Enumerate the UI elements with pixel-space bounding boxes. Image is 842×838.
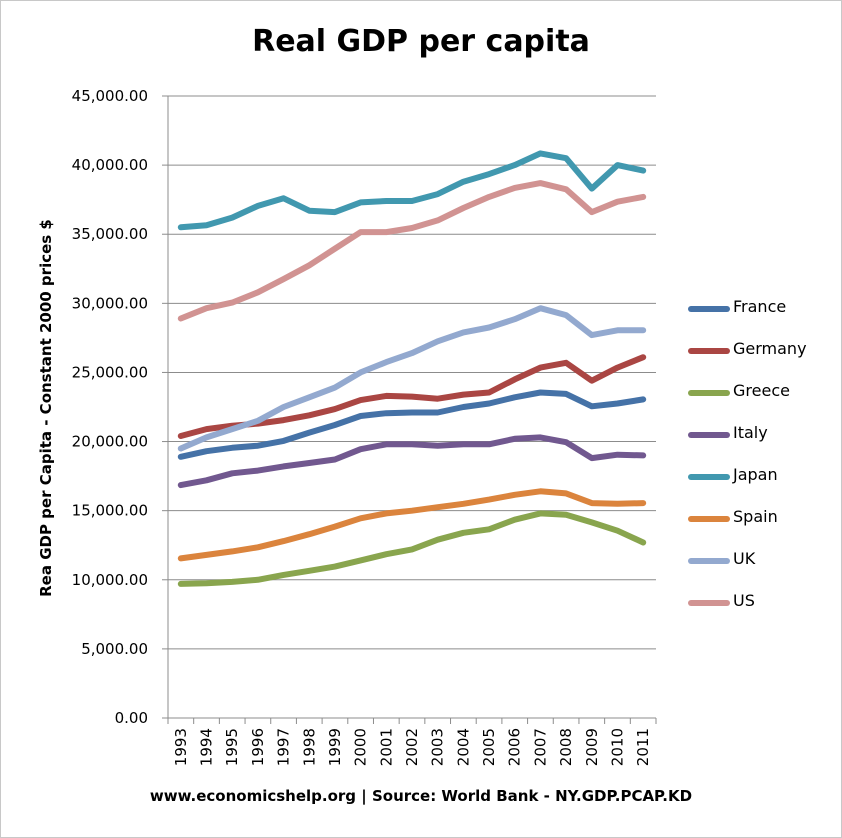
x-tick-label: 1998 <box>300 728 318 766</box>
x-tick-label: 1994 <box>198 728 216 766</box>
y-tick-label: 45,000.00 <box>72 87 148 105</box>
legend-swatch <box>688 432 730 438</box>
y-tick-label: 25,000.00 <box>72 363 148 381</box>
legend-label: Italy <box>733 423 768 442</box>
x-tick-label: 2003 <box>429 728 447 766</box>
y-tick-label: 0.00 <box>115 709 148 727</box>
legend-swatch <box>688 474 730 480</box>
x-tick-label: 1996 <box>249 728 267 766</box>
x-tick-label: 2000 <box>352 728 370 766</box>
y-tick-label: 10,000.00 <box>72 571 148 589</box>
series-line-spain <box>177 488 647 562</box>
series-line-uk <box>177 305 647 452</box>
legend-label: UK <box>733 549 756 568</box>
y-tick-label: 35,000.00 <box>72 225 148 243</box>
x-tick-label: 2005 <box>480 728 498 766</box>
series-line-japan <box>177 150 647 231</box>
y-tick-label: 20,000.00 <box>72 433 148 451</box>
axes <box>162 95 657 724</box>
source-note: www.economicshelp.org | Source: World Ba… <box>149 787 693 805</box>
x-tick-label: 2008 <box>557 728 575 766</box>
x-tick-label: 2007 <box>531 728 549 766</box>
y-tick-label: 15,000.00 <box>72 502 148 520</box>
y-tick-label: 40,000.00 <box>72 156 148 174</box>
x-tick-label: 1993 <box>172 728 190 766</box>
x-tick-label: 2006 <box>506 728 524 766</box>
legend-label: US <box>733 591 755 610</box>
x-tick-label: 2004 <box>454 728 472 766</box>
x-tick-label: 2002 <box>403 728 421 766</box>
series-line-italy <box>177 434 647 489</box>
y-tick-label: 30,000.00 <box>72 294 148 312</box>
legend-swatch <box>688 306 730 312</box>
legend-swatch <box>688 348 730 354</box>
chart-title: Real GDP per capita <box>252 24 590 59</box>
x-tick-label: 1997 <box>275 728 293 766</box>
legend-swatch <box>688 558 730 564</box>
series-line-greece <box>177 510 647 587</box>
x-tick-labels: 1993 1994 1995 1996 1997 1998 1999 2000 2001 2002… <box>172 728 652 766</box>
y-tick-label: 5,000.00 <box>81 640 148 658</box>
legend-label: Germany <box>733 339 807 358</box>
series-line-us <box>177 180 647 322</box>
y-tick-labels: 0.00 5,000.00 10,000.00 15,000.00 20,000.00 2… <box>72 87 148 727</box>
series-line-france <box>177 389 647 460</box>
legend-swatch <box>688 390 730 396</box>
legend-label: Japan <box>733 465 778 484</box>
series-lines <box>177 150 647 587</box>
x-tick-label: 2010 <box>608 728 626 766</box>
legend-label: France <box>733 297 787 316</box>
x-tick-label: 1995 <box>223 728 241 766</box>
x-tick-label: 2009 <box>583 728 601 766</box>
legend-label: Greece <box>733 381 790 400</box>
x-tick-label: 1999 <box>326 728 344 766</box>
legend-swatch <box>688 516 730 522</box>
legend-label: Spain <box>733 507 778 526</box>
legend-swatch <box>688 600 730 606</box>
x-tick-label: 2001 <box>377 728 395 766</box>
x-tick-label: 2011 <box>634 728 652 766</box>
